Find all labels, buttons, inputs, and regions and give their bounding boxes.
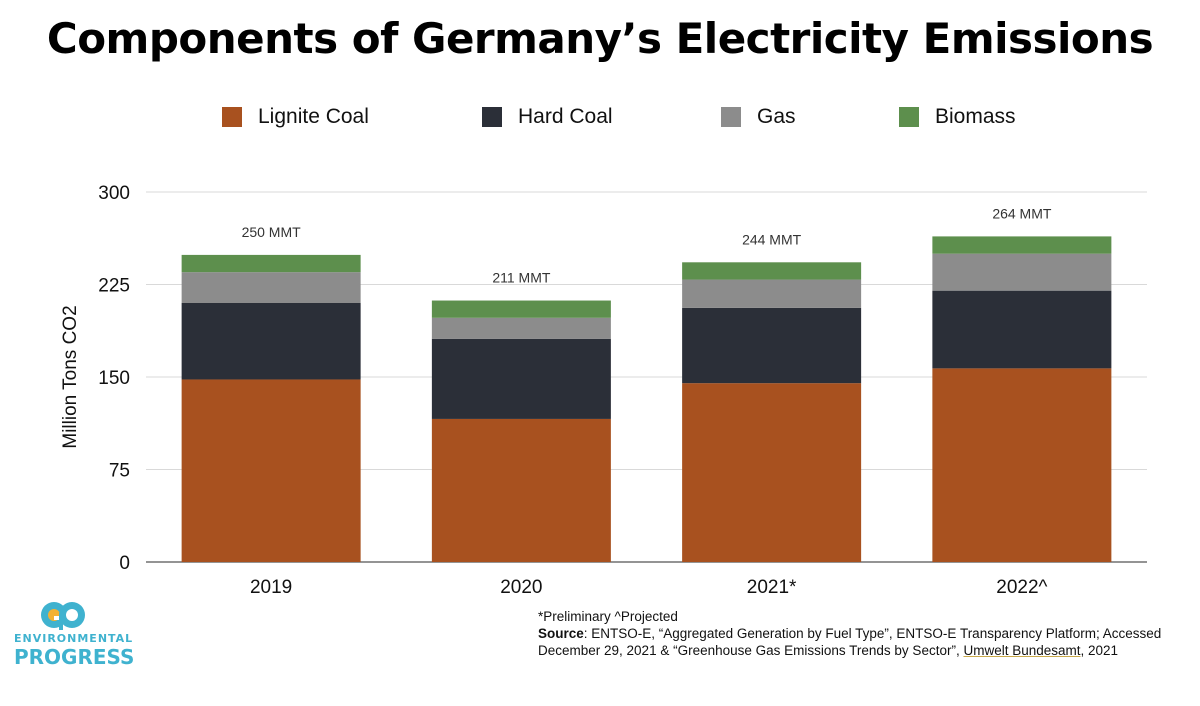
bar-segment-hard-coal [181, 303, 361, 380]
legend-swatch [721, 107, 741, 127]
bar-segment-hard-coal [682, 307, 862, 384]
legend-label: Biomass [935, 105, 1016, 128]
legend-item: Lignite Coal [222, 100, 369, 134]
bar-segment-biomass [431, 300, 611, 318]
legend: Lignite Coal Hard Coal Gas Biomass [0, 100, 1200, 134]
bar-segment-hard-coal [431, 338, 611, 419]
bar-total-label: 211 MMT [492, 270, 551, 286]
x-tick-label: 2022^ [996, 577, 1047, 598]
legend-label: Lignite Coal [258, 105, 369, 128]
bar-segment-gas [431, 317, 611, 339]
logo-text-progress: PROGRESS [14, 645, 135, 669]
y-tick-label: 75 [109, 461, 130, 482]
y-tick-label: 150 [98, 368, 130, 389]
bar-segment-lignite-coal [181, 379, 361, 562]
bar-segment-gas [682, 279, 862, 308]
bar-total-label: 264 MMT [992, 205, 1052, 221]
footnote-legend: *Preliminary ^Projected [538, 609, 678, 624]
bar-segment-lignite-coal [682, 383, 862, 562]
bar-segment-lignite-coal [431, 418, 611, 562]
bar-segment-biomass [181, 254, 361, 273]
chart-area: 0 75 150 225 300 Million Tons CO2 250 MMT 2019 2… [60, 183, 1147, 598]
logo-text-environmental: ENVIRONMENTAL [14, 632, 134, 645]
environmental-progress-logo: ENVIRONMENTAL PROGRESS [14, 596, 135, 676]
source-label: Source [538, 626, 584, 641]
y-axis-label: Million Tons CO2 [60, 305, 81, 448]
legend-item: Hard Coal [482, 100, 613, 134]
legend-swatch [222, 107, 242, 127]
chart-title: Components of Germany’s Electricity Emis… [46, 14, 1154, 63]
source-link[interactable]: Umwelt Bundesamt [963, 643, 1081, 658]
y-tick-label: 300 [98, 183, 130, 204]
y-tick-label: 0 [119, 553, 130, 574]
legend-item: Gas [721, 100, 796, 134]
x-tick-label: 2019 [250, 577, 292, 598]
legend-item: Biomass [899, 100, 1016, 134]
bar-segment-gas [181, 272, 361, 303]
bar-segment-lignite-coal [932, 368, 1112, 562]
legend-label: Gas [757, 105, 796, 128]
bar-total-label: 244 MMT [742, 231, 802, 247]
legend-swatch [899, 107, 919, 127]
footnote: *Preliminary ^Projected Source: ENTSO-E,… [538, 608, 1193, 659]
legend-swatch [482, 107, 502, 127]
x-tick-label: 2021* [747, 577, 797, 598]
y-tick-label: 225 [98, 276, 130, 297]
bar-segment-biomass [932, 236, 1112, 254]
x-tick-label: 2020 [500, 577, 542, 598]
source-text-a: : ENTSO-E, “Aggregated Generation by Fue… [538, 626, 1162, 658]
bar-total-label: 250 MMT [242, 224, 302, 240]
ep-logo-icon [41, 602, 85, 630]
bar-segment-biomass [682, 262, 862, 280]
bar-segment-gas [932, 253, 1112, 291]
footnote-source: Source: ENTSO-E, “Aggregated Generation … [538, 625, 1193, 659]
bar-segment-hard-coal [932, 290, 1112, 369]
source-text-b: , 2021 [1080, 643, 1119, 658]
legend-label: Hard Coal [518, 105, 613, 128]
